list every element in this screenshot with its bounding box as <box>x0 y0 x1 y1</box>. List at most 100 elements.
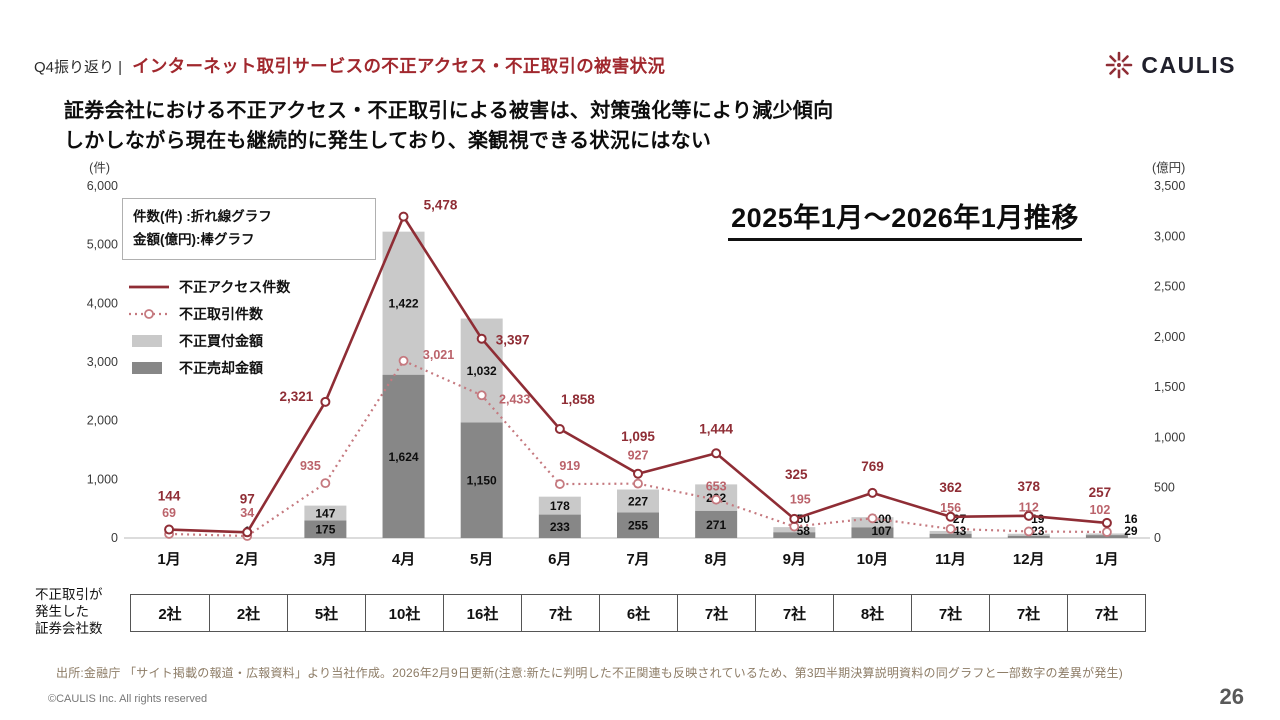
sell-amount-label: 43 <box>953 524 967 538</box>
buy-amount-label: 1,422 <box>389 297 419 311</box>
left-axis-tick: 3,000 <box>87 355 118 369</box>
fraud-trade-point <box>633 478 643 489</box>
right-axis-tick: 1,500 <box>1154 380 1185 394</box>
bar-sell-amount <box>773 532 816 538</box>
copyright: ©CAULIS Inc. All rights reserved <box>48 693 208 705</box>
right-axis-tick: 1,000 <box>1154 430 1185 444</box>
company-count-cell: 8社 <box>833 595 911 631</box>
buy-amount-label: 178 <box>550 499 570 513</box>
left-axis-tick: 5,000 <box>87 238 118 252</box>
sell-amount-label: 233 <box>550 520 570 534</box>
left-axis-tick: 6,000 <box>87 179 118 193</box>
fraud-trade-point <box>867 513 878 524</box>
left-axis-tick: 1,000 <box>87 472 118 486</box>
fraud-access-point <box>867 487 878 498</box>
bar-sell-amount <box>1007 535 1050 538</box>
page-number: 26 <box>1219 684 1244 709</box>
company-count-cell: 7社 <box>989 595 1067 631</box>
key-message: 証券会社における不正アクセス・不正取引による被害は、対策強化等により減少傾向 し… <box>64 96 833 156</box>
fraud-access-label: 144 <box>158 489 181 504</box>
fraud-trade-point <box>945 523 956 534</box>
bar-buy-amount <box>538 496 581 515</box>
fraud-access-point <box>398 211 409 222</box>
solid-line-icon <box>129 285 169 289</box>
fraud-trade-point <box>554 479 565 489</box>
company-count-cell: 7社 <box>521 595 599 631</box>
fraud-trade-label: 919 <box>559 459 580 473</box>
fraud-access-label: 362 <box>939 480 962 495</box>
bar-buy-amount <box>617 489 659 513</box>
company-count-cell: 5社 <box>287 595 365 631</box>
company-count-cell: 2社 <box>209 595 287 631</box>
bar-sell-amount <box>304 520 347 538</box>
legend-item: 不正売却金額 <box>128 355 382 382</box>
left-axis-tick: 2,000 <box>87 414 118 428</box>
fraud-access-point <box>242 527 253 538</box>
x-axis-label: 2月 <box>236 551 259 568</box>
sell-amount-label: 29 <box>1124 524 1138 538</box>
bar-sell-amount <box>538 514 581 538</box>
key-message-line1: 証券会社における不正アクセス・不正取引による被害は、対策強化等により減少傾向 <box>64 100 834 122</box>
caulis-logo-text: CAULIS <box>1141 51 1236 78</box>
fraud-trade-label: 112 <box>1019 500 1039 514</box>
fraud-trade-label: 34 <box>240 506 254 520</box>
fraud-trade-label: 69 <box>162 506 176 520</box>
chart-legend: 件数(件) :折れ線グラフ 金額(億円):棒グラフ 不正アクセス件数 不正取引件数… <box>122 198 382 382</box>
fraud-access-point <box>633 468 643 479</box>
sell-amount-label: 271 <box>706 518 726 532</box>
dotted-line-icon <box>129 309 169 320</box>
fraud-access-point <box>476 333 487 344</box>
x-axis-label: 10月 <box>857 551 889 568</box>
left-axis-unit: (件) <box>89 161 110 175</box>
legend-note-box: 件数(件) :折れ線グラフ 金額(億円):棒グラフ <box>122 198 376 260</box>
x-axis-label: 12月 <box>1013 551 1045 568</box>
fraud-trade-point <box>1102 527 1112 537</box>
sell-amount-label: 23 <box>1031 524 1045 538</box>
page-title: インターネット取引サービスの不正アクセス・不正取引の被害状況 <box>132 56 666 76</box>
fraud-trade-label: 156 <box>940 501 961 515</box>
x-axis-label: 9月 <box>783 551 806 568</box>
right-axis-tick: 3,500 <box>1154 179 1185 193</box>
fraud-access-point <box>789 513 800 524</box>
fraud-access-point <box>164 524 175 535</box>
bar-sell-amount <box>617 512 659 538</box>
caulis-logo: CAULIS <box>1104 50 1236 80</box>
legend-label: 不正アクセス件数 <box>179 279 291 296</box>
sell-amount-label: 107 <box>871 524 891 538</box>
buy-amount-label: 227 <box>628 494 648 508</box>
bar-buy-amount <box>382 231 425 375</box>
legend-note-line2: 金額(億円):棒グラフ <box>133 231 255 247</box>
fraud-access-label: 97 <box>240 491 255 506</box>
source-note: 出所:金融庁 「サイト掲載の報道・広報資料」より当社作成。2026年2月9日更新… <box>56 666 1123 680</box>
fraud-trade-point <box>320 478 331 489</box>
section-label: Q4振り返り | <box>34 59 123 76</box>
fraud-access-label: 1,444 <box>699 421 733 436</box>
x-axis-label: 7月 <box>626 551 649 568</box>
fraud-trade-label: 927 <box>628 449 649 463</box>
company-count-cell: 16社 <box>443 595 521 631</box>
left-axis-tick: 0 <box>111 531 118 545</box>
fraud-trade-label: 102 <box>1089 503 1110 517</box>
right-axis-tick: 0 <box>1154 531 1161 545</box>
fraud-access-label: 3,397 <box>496 333 530 348</box>
companies-label: 不正取引が 発生した 証券会社数 <box>35 587 103 636</box>
x-axis-label: 1月 <box>1095 551 1118 568</box>
x-axis-label: 8月 <box>704 551 727 568</box>
legend-item: 不正アクセス件数 <box>128 274 382 301</box>
company-count-cell: 7社 <box>1067 595 1145 631</box>
bar-buy-amount <box>304 505 347 521</box>
slide-header: Q4振り返り | インターネット取引サービスの不正アクセス・不正取引の被害状況 <box>34 53 665 78</box>
fraud-trade-label: 195 <box>790 493 811 507</box>
legend-label: 不正売却金額 <box>179 360 263 377</box>
fraud-access-point <box>1023 510 1034 521</box>
fraud-trade-point <box>711 494 722 505</box>
company-count-cell: 2社 <box>158 605 182 623</box>
company-count-cell: 7社 <box>755 595 833 631</box>
fraud-trade-label: 653 <box>706 480 727 494</box>
fraud-access-point <box>554 423 565 434</box>
x-axis-label: 4月 <box>392 551 415 568</box>
fraud-access-point <box>320 396 331 407</box>
legend-label: 不正取引件数 <box>179 306 263 323</box>
buy-amount-label: 100 <box>871 512 891 526</box>
